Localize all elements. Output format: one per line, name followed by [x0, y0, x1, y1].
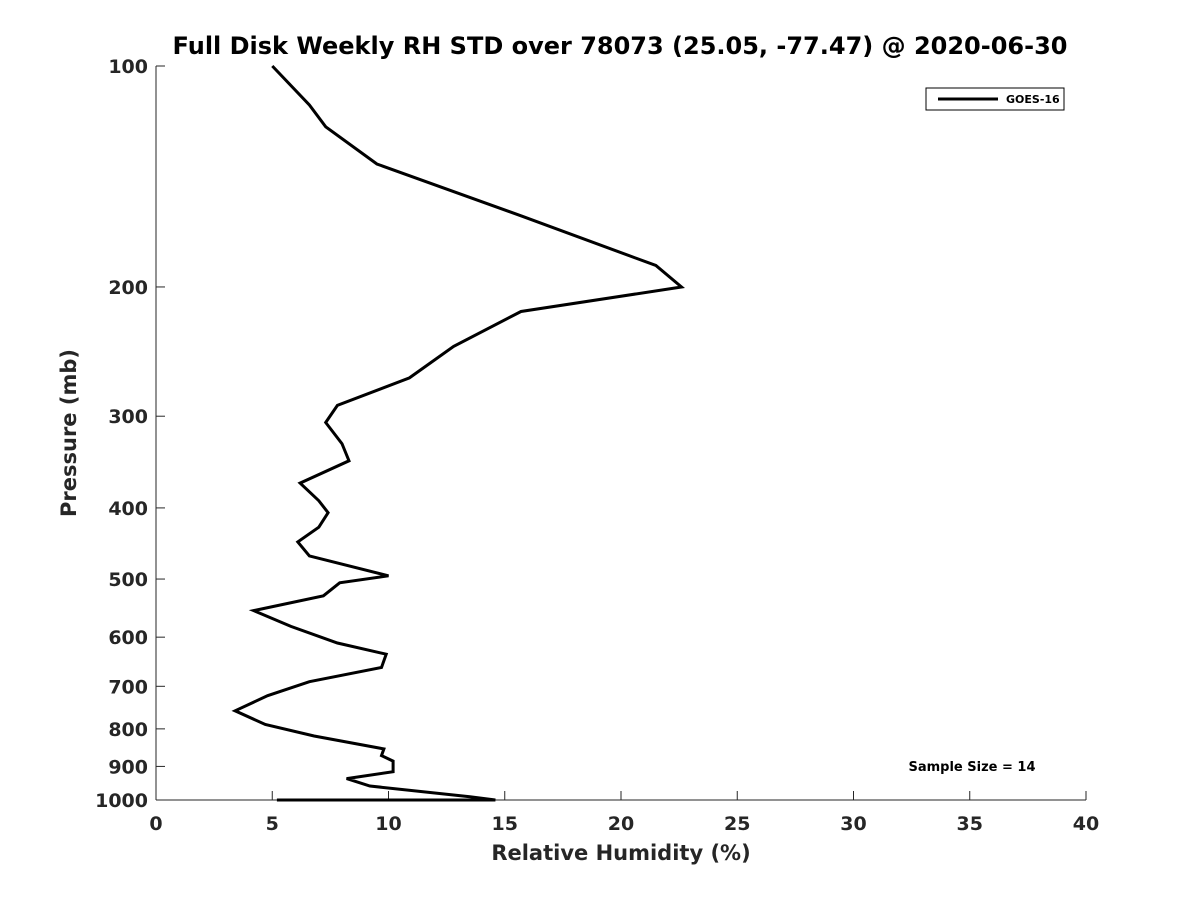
x-tick-label: 5 [266, 813, 279, 835]
x-tick-label: 30 [840, 813, 866, 835]
y-tick-label: 1000 [95, 790, 148, 812]
y-tick-label: 300 [108, 406, 148, 428]
series-line-goes-16 [231, 64, 686, 802]
legend: GOES-16 [925, 87, 1065, 111]
x-tick-label: 40 [1073, 813, 1099, 835]
y-tick-label: 900 [108, 756, 148, 778]
y-tick-label: 100 [108, 56, 148, 78]
x-tick-label: 10 [375, 813, 401, 835]
y-axis-label: Pressure (mb) [57, 349, 81, 517]
series-layer [231, 64, 686, 802]
x-tick-label: 15 [492, 813, 518, 835]
x-tick-label: 0 [149, 813, 162, 835]
sample-size-annotation: Sample Size = 14 [908, 760, 1035, 775]
legend-label-goes16: GOES-16 [1006, 93, 1060, 106]
y-tick-label: 500 [108, 569, 148, 591]
axes: 0 5 10 15 20 25 30 35 40 100 200 300 400 500 600 700 800… [95, 56, 1099, 835]
y-tick-label: 800 [108, 719, 148, 741]
x-tick-label: 35 [957, 813, 983, 835]
y-tick-label: 200 [108, 277, 148, 299]
chart-title: Full Disk Weekly RH STD over 78073 (25.0… [173, 32, 1068, 60]
y-tick-label: 700 [108, 676, 148, 698]
y-tick-label: 600 [108, 627, 148, 649]
y-tick-label: 400 [108, 498, 148, 520]
x-axis-label: Relative Humidity (%) [491, 841, 750, 865]
x-tick-label: 25 [724, 813, 750, 835]
x-tick-label: 20 [608, 813, 634, 835]
